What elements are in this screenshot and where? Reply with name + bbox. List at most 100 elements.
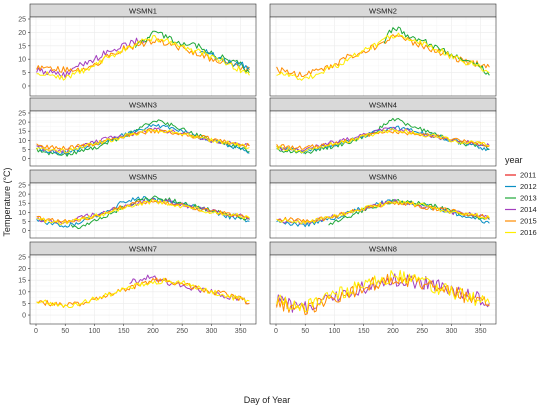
series-line-2016 [36,277,250,308]
facet-title: WSMN2 [369,7,397,16]
y-tick-label: 10 [18,138,26,145]
x-tick-label: 200 [147,328,159,335]
y-tick-label: 20 [18,192,26,199]
panel-border [269,182,497,239]
series-line-2016 [36,199,250,226]
x-tick-label: 100 [89,328,101,335]
panel-border [29,182,257,239]
y-tick-label: 15 [18,278,26,285]
y-tick-label: 25 [18,255,26,262]
y-tick-label: 0 [22,313,26,320]
series-line-2016 [36,128,250,154]
panel-border [269,254,497,325]
series-line-2015 [276,129,490,150]
y-tick-label: 15 [18,201,26,208]
facet-title: WSMN8 [369,245,397,254]
x-tick-label: 0 [274,328,278,335]
facet-panel: WSMN6 [269,169,497,239]
x-tick-label: 100 [329,328,341,335]
facet-panel: WSMN2 [269,3,497,97]
series-line-2016 [276,128,490,154]
legend: year 2011 2012 2013 2014 2015 2016 [505,155,537,237]
x-tick-label: 350 [475,328,487,335]
y-tick-label: 10 [18,57,26,64]
x-tick-label: 300 [446,328,458,335]
facet-title: WSMN1 [129,7,157,16]
plot-area [30,255,256,324]
panel-border [29,254,257,325]
facet-title: WSMN3 [129,101,157,110]
y-tick-label: 20 [18,30,26,37]
panels-layer: WSMN1 0 5 10 15 20 25 WSMN2 WSMN3 0 5 10 15 20 25 WSMN4… [18,3,497,335]
series-line-2014 [129,274,250,305]
plot-area [270,17,496,96]
y-tick-label: 0 [22,83,26,90]
plot-area [30,183,256,238]
facet-title: WSMN7 [129,245,157,254]
series-line-2016 [276,269,490,313]
plot-area [30,17,256,96]
facet-title: WSMN5 [129,173,157,182]
y-tick-label: 10 [18,289,26,296]
facet-panel: WSMN4 [269,97,497,167]
plot-area [270,183,496,238]
series-line-2016 [36,35,250,81]
x-tick-label: 0 [34,328,38,335]
y-tick-label: 20 [18,120,26,127]
series-line-2015 [36,277,250,308]
y-tick-label: 15 [18,43,26,50]
x-tick-label: 50 [301,328,309,335]
panel-border [269,16,497,97]
y-tick-label: 15 [18,129,26,136]
facet-panel: WSMN3 0 5 10 15 20 25 [18,97,257,167]
series-line-2012 [199,49,250,70]
y-tick-label: 20 [18,266,26,273]
y-tick-label: 5 [22,147,26,154]
y-tick-label: 10 [18,210,26,217]
y-tick-label: 0 [22,156,26,163]
y-tick-label: 25 [18,111,26,118]
series-line-2016 [276,32,490,81]
x-tick-label: 350 [235,328,247,335]
legend-label-2016: 2016 [520,228,537,237]
x-tick-label: 150 [118,328,130,335]
panel-border [29,110,257,167]
series-line-2015 [36,128,250,151]
x-tick-label: 250 [416,328,428,335]
y-tick-label: 0 [22,228,26,235]
legend-title: year [505,155,523,165]
x-tick-label: 250 [176,328,188,335]
legend-label-2014: 2014 [520,205,537,214]
x-tick-label: 300 [206,328,218,335]
series-line-2015 [36,38,250,73]
y-tick-label: 5 [22,301,26,308]
plot-area [270,111,496,166]
series-line-2016 [276,200,490,225]
y-tick-label: 25 [18,17,26,24]
facet-title: WSMN4 [369,101,397,110]
legend-label-2011: 2011 [520,171,536,180]
legend-label-2012: 2012 [520,182,537,191]
y-tick-label: 5 [22,219,26,226]
facet-panel: WSMN5 0 5 10 15 20 25 [18,169,257,239]
facet-panel: WSMN8 0 50 100 150 200 250 300 350 [269,241,497,335]
series-line-2014 [276,126,490,152]
x-tick-label: 200 [387,328,399,335]
y-tick-label: 25 [18,183,26,190]
y-tick-label: 5 [22,70,26,77]
legend-label-2013: 2013 [520,194,537,203]
facet-panel: WSMN1 0 5 10 15 20 25 [18,3,257,97]
series-line-2014 [36,37,145,79]
x-tick-label: 50 [61,328,69,335]
legend-label-2015: 2015 [520,217,537,226]
x-axis-title: Day of Year [244,395,291,405]
facet-title: WSMN6 [369,173,397,182]
y-axis-title: Temperature (°C) [2,167,12,236]
series-line-2012 [36,196,250,228]
panel-border [29,16,257,97]
panel-border [269,110,497,167]
x-tick-label: 150 [358,328,370,335]
